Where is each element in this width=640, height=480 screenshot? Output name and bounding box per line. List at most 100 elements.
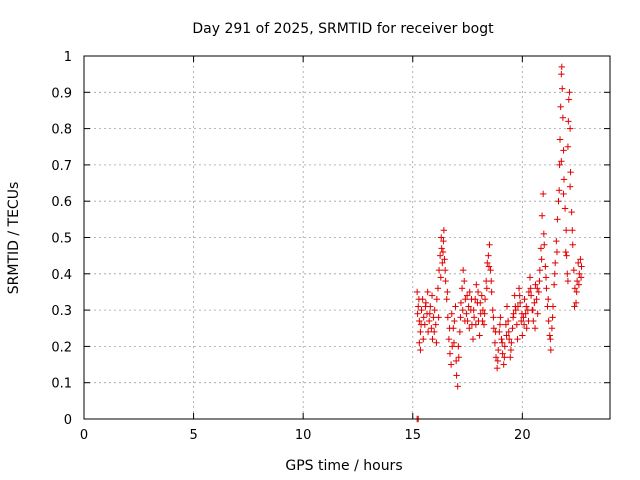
data-point — [417, 346, 424, 354]
data-point — [495, 346, 502, 354]
data-point — [560, 190, 567, 198]
data-point — [432, 321, 439, 328]
grid-lines — [84, 56, 610, 419]
data-point — [576, 270, 583, 277]
x-tick-label: 0 — [80, 428, 88, 443]
data-point — [577, 274, 585, 281]
data-point — [486, 241, 493, 248]
data-point — [553, 237, 560, 245]
data-point — [447, 361, 455, 368]
data-point — [477, 299, 484, 307]
data-point — [452, 357, 460, 365]
data-point — [456, 328, 464, 336]
data-point — [461, 317, 469, 325]
y-tick-label: 0.4 — [51, 268, 72, 283]
data-point — [519, 332, 526, 339]
data-point — [557, 103, 564, 111]
data-point — [536, 266, 544, 274]
data-point — [492, 328, 499, 336]
data-point — [454, 383, 461, 390]
x-tick-label: 5 — [189, 428, 197, 443]
data-point — [573, 288, 580, 296]
data-point — [466, 325, 473, 332]
y-tick-label: 0.8 — [51, 123, 72, 138]
data-point — [424, 288, 431, 296]
data-point — [561, 205, 569, 212]
data-point — [509, 314, 517, 321]
y-tick-label: 0.5 — [51, 232, 72, 247]
data-point — [425, 317, 433, 325]
data-point — [565, 118, 572, 125]
data-point — [535, 288, 542, 296]
y-axis-label: SRMTID / TECUs — [6, 182, 22, 295]
data-point — [515, 285, 523, 292]
data-point — [433, 339, 440, 346]
data-point — [491, 339, 499, 346]
data-point — [458, 285, 466, 292]
data-point — [507, 346, 515, 354]
data-point — [520, 321, 528, 328]
data-point — [560, 176, 568, 183]
data-point — [481, 296, 489, 303]
data-point — [457, 299, 465, 307]
data-point — [417, 321, 425, 328]
data-point — [493, 364, 501, 372]
data-point — [485, 252, 492, 259]
data-point — [560, 147, 567, 154]
data-point — [455, 354, 462, 361]
data-point — [538, 212, 546, 219]
data-point — [523, 303, 530, 310]
data-point — [498, 339, 506, 346]
data-point — [465, 303, 472, 310]
data-point — [438, 245, 445, 252]
data-point — [446, 325, 453, 332]
data-point — [431, 328, 438, 336]
data-point — [490, 314, 497, 321]
data-point — [480, 321, 488, 328]
data-point — [431, 306, 438, 314]
data-point — [533, 296, 540, 303]
x-axis-label: GPS time / hours — [285, 458, 402, 474]
data-point — [513, 321, 521, 328]
data-point — [442, 277, 449, 285]
data-point — [521, 296, 528, 303]
data-point — [459, 266, 467, 274]
data-point — [501, 343, 508, 350]
data-point — [556, 161, 563, 169]
data-point — [558, 158, 565, 165]
data-point — [575, 259, 582, 267]
data-point — [505, 335, 513, 343]
data-point — [541, 241, 548, 248]
data-point — [418, 306, 425, 314]
data-point — [537, 245, 545, 252]
data-point — [417, 328, 424, 336]
data-point — [470, 314, 478, 321]
data-point — [544, 296, 552, 303]
data-point — [441, 266, 449, 274]
data-point — [552, 259, 559, 267]
data-point — [452, 303, 459, 310]
data-point — [553, 248, 561, 256]
data-point — [572, 299, 580, 307]
data-point — [545, 317, 552, 325]
data-point — [514, 335, 521, 343]
data-point — [542, 263, 549, 270]
data-point — [518, 310, 526, 317]
data-point — [549, 303, 557, 310]
data-point — [445, 335, 453, 343]
data-point — [540, 230, 548, 238]
data-point — [446, 350, 454, 357]
data-point — [534, 285, 541, 292]
data-point — [571, 303, 578, 310]
data-point — [473, 281, 480, 288]
data-point — [455, 343, 462, 350]
data-point — [548, 325, 556, 332]
data-point — [532, 281, 539, 288]
data-point — [559, 114, 567, 121]
data-point — [424, 328, 432, 336]
data-point — [563, 252, 570, 259]
data-point — [487, 266, 494, 274]
data-point — [571, 285, 579, 292]
data-point — [564, 277, 572, 285]
data-point — [481, 310, 488, 317]
